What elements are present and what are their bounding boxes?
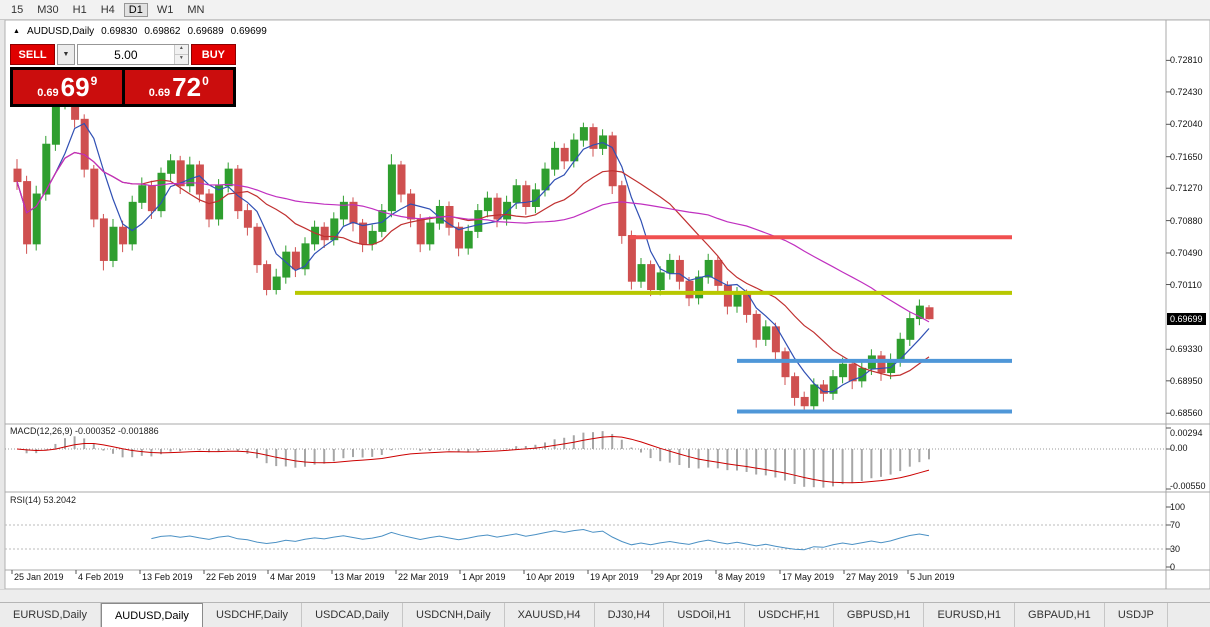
timeframe-button-w1[interactable]: W1 bbox=[156, 3, 174, 16]
chart-tab-usdcad-daily[interactable]: USDCAD,Daily bbox=[302, 603, 404, 627]
price-axis-label: 0.70110 bbox=[1170, 279, 1202, 290]
horizontal-scrollbar[interactable] bbox=[0, 589, 1210, 603]
volume-stepper: ▲ ▼ bbox=[173, 45, 188, 64]
current-price-tag: 0.69699 bbox=[1167, 312, 1206, 325]
chart-tab-audusd-daily[interactable]: AUDUSD,Daily bbox=[100, 603, 203, 627]
price-axis-label: 0.69330 bbox=[1170, 344, 1203, 355]
date-axis-label: 8 May 2019 bbox=[718, 572, 766, 582]
chart-background bbox=[4, 19, 1210, 590]
sell-price-big: 69 bbox=[60, 72, 90, 102]
date-axis-label: 22 Mar 2019 bbox=[398, 572, 449, 582]
chart-tab-gbpusd-h1[interactable]: GBPUSD,H1 bbox=[834, 603, 925, 627]
macd-axis-top: 0.00294 bbox=[1170, 428, 1203, 438]
buy-price-big: 72 bbox=[172, 72, 202, 102]
date-axis-label: 22 Feb 2019 bbox=[206, 572, 257, 582]
chart-tab-eurusd-daily[interactable]: EURUSD,Daily bbox=[0, 603, 101, 627]
rsi-axis-label: 0 bbox=[1170, 562, 1176, 572]
date-axis-label: 19 Apr 2019 bbox=[590, 572, 639, 582]
price-axis-label: 0.72430 bbox=[1170, 86, 1203, 97]
date-axis-label: 4 Feb 2019 bbox=[78, 572, 124, 582]
trade-options-dropdown[interactable]: ▼ bbox=[57, 44, 75, 65]
price-axis-label: 0.72040 bbox=[1170, 119, 1203, 130]
spin-down-icon[interactable]: ▼ bbox=[174, 54, 188, 64]
price-axis-label: 0.70490 bbox=[1170, 247, 1203, 258]
volume-field-wrap: ▲ ▼ bbox=[76, 44, 189, 65]
sell-price-pip: 9 bbox=[90, 73, 98, 88]
chart-tab-gbpaud-h1[interactable]: GBPAUD,H1 bbox=[1015, 603, 1105, 627]
chart-tab-usdchf-h1[interactable]: USDCHF,H1 bbox=[745, 603, 834, 627]
price-axis-label: 0.71650 bbox=[1170, 151, 1203, 162]
ohlc-low: 0.69689 bbox=[187, 26, 224, 37]
ohlc-high: 0.69862 bbox=[144, 26, 181, 37]
date-axis-label: 5 Jun 2019 bbox=[910, 572, 955, 582]
macd-axis-zero: 0.00 bbox=[1170, 443, 1188, 453]
chart-symbol-label: AUDUSD,Daily bbox=[26, 26, 95, 37]
price-axis-label: 0.68950 bbox=[1170, 375, 1203, 386]
date-axis-label: 29 Apr 2019 bbox=[654, 572, 703, 582]
chart-tab-usdchf-daily[interactable]: USDCHF,Daily bbox=[203, 603, 303, 627]
volume-input[interactable] bbox=[77, 45, 174, 64]
price-axis-label: 0.71270 bbox=[1170, 183, 1203, 194]
moving-average-line-5 bbox=[16, 122, 930, 393]
price-axis-label: 0.70880 bbox=[1170, 215, 1203, 226]
rsi-axis-label: 100 bbox=[1170, 502, 1186, 512]
price-axis-label: 0.72810 bbox=[1170, 55, 1203, 66]
trade-price-row: 0.69 69 9 0.69 72 0 bbox=[10, 67, 236, 107]
spin-up-icon[interactable]: ▲ bbox=[174, 45, 188, 54]
buy-price-button[interactable]: 0.69 72 0 bbox=[124, 70, 233, 104]
chart-tab-usdcnh-daily[interactable]: USDCNH,Daily bbox=[403, 603, 505, 627]
date-axis-label: 25 Jan 2019 bbox=[14, 572, 64, 582]
sell-button[interactable]: SELL bbox=[10, 44, 56, 65]
timeframe-button-h1[interactable]: H1 bbox=[72, 3, 87, 16]
chevron-down-icon: ▼ bbox=[62, 51, 70, 58]
symbol-marker-icon: ▲ bbox=[13, 28, 20, 35]
timeframe-button-mn[interactable]: MN bbox=[187, 3, 205, 16]
timeframe-button-d1[interactable]: D1 bbox=[123, 2, 148, 17]
date-axis-label: 13 Mar 2019 bbox=[334, 572, 385, 582]
chart-tab-eurusd-h1[interactable]: EURUSD,H1 bbox=[924, 603, 1016, 627]
macd-panel-label: MACD(12,26,9) -0.000352 -0.001886 bbox=[10, 426, 159, 436]
date-axis-label: 1 Apr 2019 bbox=[462, 572, 506, 582]
sell-price-button[interactable]: 0.69 69 9 bbox=[13, 70, 122, 104]
rsi-axis-label: 30 bbox=[1170, 544, 1181, 554]
date-axis-label: 4 Mar 2019 bbox=[270, 572, 316, 582]
one-click-trading-panel: SELL ▼ ▲ ▼ BUY 0.69 69 9 0.69 72 0 bbox=[10, 44, 236, 107]
date-axis-label: 17 May 2019 bbox=[782, 572, 835, 582]
rsi-panel-label: RSI(14) 53.2042 bbox=[10, 495, 77, 505]
timeframe-button-15[interactable]: 15 bbox=[11, 3, 24, 16]
date-axis-label: 13 Feb 2019 bbox=[142, 572, 193, 582]
sell-price-prefix: 0.69 bbox=[37, 86, 59, 99]
chart-ohlc-header: ▲ AUDUSD,Daily 0.69830 0.69862 0.69689 0… bbox=[13, 26, 267, 37]
chart-tab-usdoil-h1[interactable]: USDOil,H1 bbox=[664, 603, 746, 627]
date-axis-label: 10 Apr 2019 bbox=[526, 572, 575, 582]
date-axis-label: 27 May 2019 bbox=[846, 572, 899, 582]
trade-controls-row: SELL ▼ ▲ ▼ BUY bbox=[10, 44, 236, 65]
ohlc-close: 0.69699 bbox=[230, 26, 267, 37]
macd-axis-bottom: -0.00550 bbox=[1170, 481, 1206, 491]
buy-price-pip: 0 bbox=[202, 73, 209, 88]
price-axis-label: 0.68560 bbox=[1170, 408, 1203, 419]
ohlc-open: 0.69830 bbox=[101, 26, 138, 37]
chart-tab-dj30-h4[interactable]: DJ30,H4 bbox=[595, 603, 665, 627]
rsi-axis-label: 70 bbox=[1170, 520, 1181, 530]
timeframe-toolbar: 15 M30 H1 H4 D1 W1 MN bbox=[0, 0, 1210, 20]
buy-button[interactable]: BUY bbox=[190, 44, 236, 65]
rsi-line bbox=[151, 528, 930, 551]
timeframe-button-h4[interactable]: H4 bbox=[100, 3, 115, 16]
buy-price-prefix: 0.69 bbox=[148, 86, 171, 99]
macd-signal-line bbox=[16, 435, 930, 484]
chart-tab-usdjp[interactable]: USDJP bbox=[1105, 603, 1168, 627]
timeframe-button-m30[interactable]: M30 bbox=[37, 3, 59, 16]
chart-tab-xauusd-h4[interactable]: XAUUSD,H4 bbox=[505, 603, 595, 627]
chart-tabs-bar: EURUSD,Daily AUDUSD,Daily USDCHF,Daily USDC… bbox=[0, 602, 1210, 627]
moving-average-line-13 bbox=[16, 151, 930, 377]
